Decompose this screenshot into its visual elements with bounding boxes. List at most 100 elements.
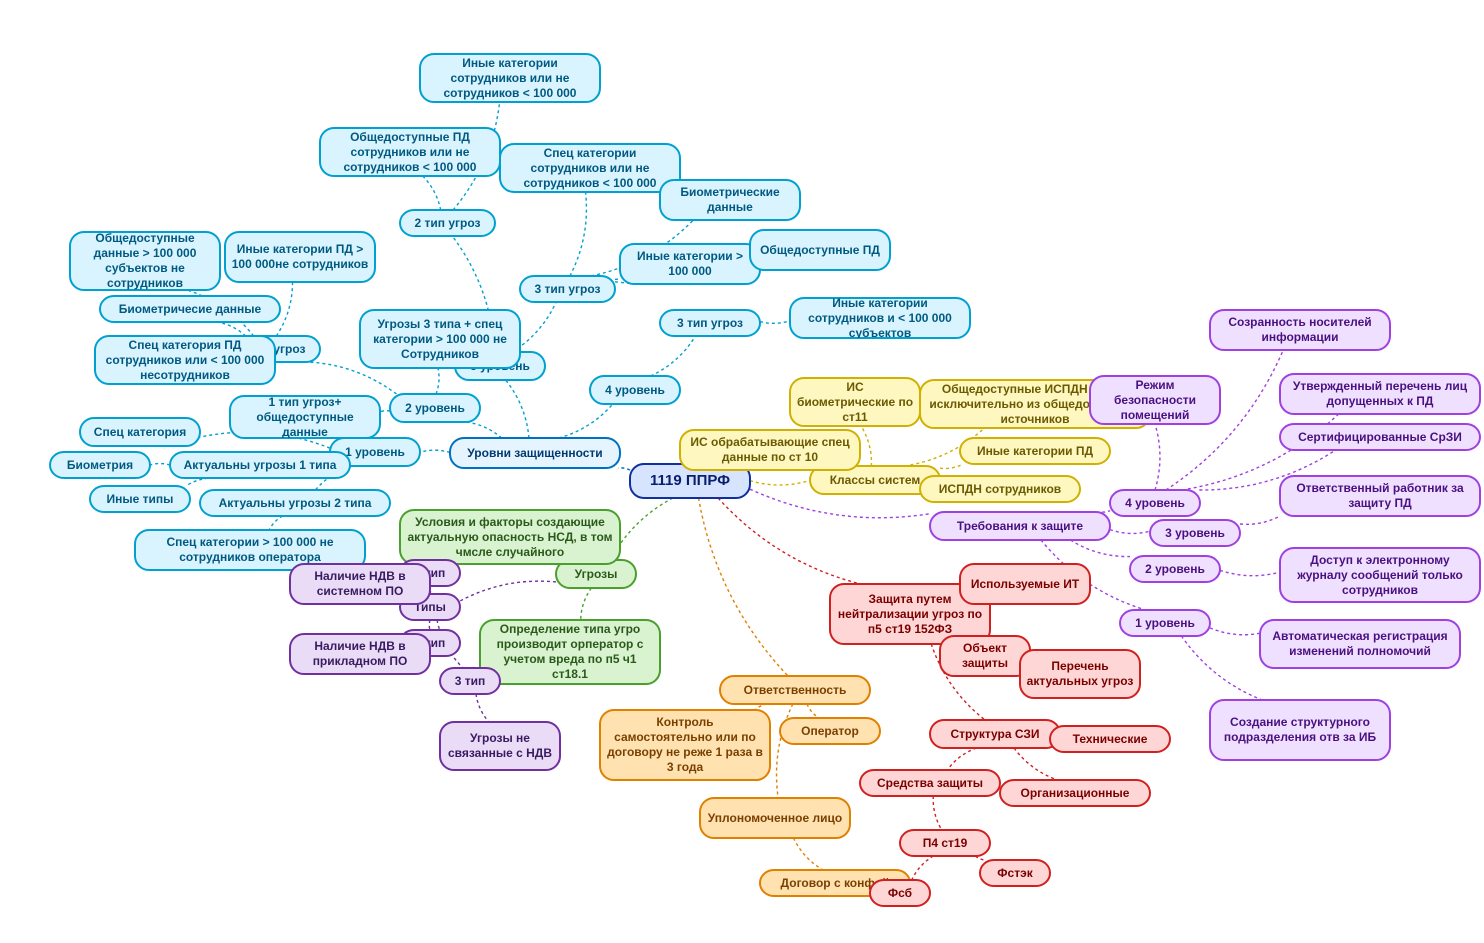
node-prot_threats: Перечень актуальных угроз bbox=[1020, 650, 1140, 698]
edge bbox=[1220, 570, 1280, 575]
edge bbox=[1070, 540, 1130, 557]
node-label: Режим безопасности помещений bbox=[1090, 376, 1220, 424]
nodes-layer: 1119 ППРФУровни защищенности1 уровень2 у… bbox=[50, 54, 1480, 906]
node-thr_def: Определение типа угро производит орперат… bbox=[480, 620, 660, 684]
node-thr_cond: Условия и факторы создающие актуальную о… bbox=[400, 510, 620, 564]
node-req_media: Созранность носителей информации bbox=[1210, 310, 1390, 350]
node-resp_auth: Уплономоченное лицо bbox=[700, 798, 850, 838]
node-label: Биометрия bbox=[50, 452, 150, 478]
edge bbox=[506, 380, 529, 438]
node-l1_spec: Спец категория bbox=[80, 418, 200, 446]
node-l2_3type: Угрозы 3 типа + спец категории > 100 000… bbox=[360, 310, 520, 368]
node-resp_ctrl: Контроль самостоятельно или по договору … bbox=[600, 710, 770, 780]
node-label: Структура СЗИ bbox=[930, 720, 1060, 748]
node-label: Доступ к электронному журналу сообщений … bbox=[1280, 548, 1480, 602]
node-label: Фсб bbox=[870, 880, 930, 906]
node-req_dept: Создание структурного подразделения отв … bbox=[1210, 700, 1390, 760]
node-levels: Уровни защищенности bbox=[450, 438, 620, 468]
node-label: Оператор bbox=[780, 718, 880, 744]
node-req_list: Утвержденный перечень лиц допущенных к П… bbox=[1280, 374, 1480, 414]
node-l3_spec100: Спец категории сотрудников или не сотруд… bbox=[500, 144, 680, 192]
edge bbox=[940, 464, 963, 468]
edge bbox=[380, 411, 390, 412]
node-label: Контроль самостоятельно или по договору … bbox=[600, 710, 770, 780]
node-label: Иные категории сотрудников и < 100 000 с… bbox=[790, 298, 970, 338]
edge bbox=[760, 321, 790, 324]
node-req_l4: 4 уровень bbox=[1110, 490, 1200, 516]
node-label: Условия и факторы создающие актуальную о… bbox=[400, 510, 620, 564]
node-label: Утвержденный перечень лиц допущенных к П… bbox=[1280, 374, 1480, 414]
node-prot_org: Организационные bbox=[1000, 780, 1150, 806]
edge bbox=[429, 620, 430, 630]
node-prot_it: Используемые ИТ bbox=[960, 564, 1090, 604]
edge bbox=[947, 748, 976, 770]
node-l3_bio: Биометрические данные bbox=[660, 180, 800, 220]
edge bbox=[1210, 628, 1260, 635]
edge bbox=[933, 796, 942, 830]
node-thr_no_ndv: Угрозы не связанные с НДВ bbox=[440, 722, 560, 770]
edge bbox=[186, 478, 214, 486]
node-cl_emp: ИСПДН сотрудников bbox=[920, 476, 1080, 502]
node-label: Биометрические данные bbox=[660, 180, 800, 220]
node-label: 2 уровень bbox=[1130, 556, 1220, 582]
node-label: П4 ст19 bbox=[900, 830, 990, 856]
edge bbox=[793, 838, 823, 870]
node-thr_ndv_app: Наличие НДВ в прикладном ПО bbox=[290, 634, 430, 674]
node-l4_other: Иные категории сотрудников и < 100 000 с… bbox=[790, 298, 970, 338]
node-label: Создание структурного подразделения отв … bbox=[1210, 700, 1390, 760]
node-label: 3 тип угроз bbox=[520, 276, 615, 302]
node-label: Объект защиты bbox=[940, 636, 1030, 676]
node-prot_p4: П4 ст19 bbox=[900, 830, 990, 856]
node-label: Актуальны угрозы 1 типа bbox=[170, 452, 350, 478]
node-thr_t3: 3 тип bbox=[440, 668, 500, 694]
edge bbox=[1014, 748, 1057, 780]
node-label: Угрозы не связанные с НДВ bbox=[440, 722, 560, 770]
node-req_l1: 1 уровень bbox=[1120, 610, 1210, 636]
node-label: Наличие НДВ в прикладном ПО bbox=[290, 634, 430, 674]
edge bbox=[436, 368, 439, 394]
edge bbox=[581, 588, 592, 620]
node-label: Биометричесие данные bbox=[100, 296, 280, 322]
node-label: 3 тип bbox=[440, 668, 500, 694]
edge bbox=[466, 422, 502, 438]
node-l3_2type: 2 тип угроз bbox=[400, 210, 495, 236]
node-req_l2: 2 уровень bbox=[1130, 556, 1220, 582]
edge bbox=[1155, 424, 1160, 490]
node-label: Используемые ИТ bbox=[960, 564, 1090, 604]
edge bbox=[1110, 530, 1150, 534]
node-l3_other100b: Иные категории > 100 000 bbox=[620, 244, 760, 284]
edge bbox=[460, 581, 556, 601]
node-l1_bio: Биометрия bbox=[50, 452, 150, 478]
edge bbox=[651, 336, 696, 376]
node-prot_fstek: Фстэк bbox=[980, 860, 1050, 886]
node-resp: Ответственность bbox=[720, 676, 870, 704]
edge bbox=[423, 176, 441, 210]
node-req_log: Доступ к электронному журналу сообщений … bbox=[1280, 548, 1480, 602]
edge bbox=[618, 468, 630, 470]
node-req_l3: 3 уровень bbox=[1150, 520, 1240, 546]
node-label: Определение типа угро производит орперат… bbox=[480, 620, 660, 684]
mindmap-canvas: 1119 ППРФУровни защищенности1 уровень2 у… bbox=[0, 0, 1484, 943]
node-label: Сертифицированные СрЗИ bbox=[1280, 424, 1480, 450]
node-cl_other: Иные категории ПД bbox=[960, 438, 1110, 464]
node-prot_struct: Структура СЗИ bbox=[930, 720, 1060, 748]
node-label: 3 тип угроз bbox=[660, 310, 760, 336]
edge bbox=[718, 498, 860, 584]
node-l2_other100: Иные категории ПД > 100 000не сотруднико… bbox=[225, 232, 375, 282]
node-cl_spec10: ИС обрабатывающие спец данные по ст 10 bbox=[680, 430, 860, 470]
node-label: Иные категории ПД bbox=[960, 438, 1110, 464]
node-l1_other: Иные типы bbox=[90, 486, 190, 512]
node-thr_ndv_sys: Наличие НДВ в системном ПО bbox=[290, 564, 430, 604]
edge bbox=[699, 498, 788, 676]
node-label: Требования к защите bbox=[930, 512, 1110, 540]
node-label: Спец категория bbox=[80, 418, 200, 446]
edge bbox=[150, 464, 170, 466]
node-resp_op: Оператор bbox=[780, 718, 880, 744]
node-req_mode: Режим безопасности помещений bbox=[1090, 376, 1220, 424]
edge bbox=[420, 450, 450, 452]
node-req_auto: Автоматическая регистрация изменений пол… bbox=[1260, 620, 1460, 668]
node-l2_specPD: Спец категория ПД сотрудников или < 100 … bbox=[95, 336, 275, 384]
node-req_srzi: Сертифицированные СрЗИ bbox=[1280, 424, 1480, 450]
edge bbox=[476, 694, 489, 722]
node-label: 3 уровень bbox=[1150, 520, 1240, 546]
